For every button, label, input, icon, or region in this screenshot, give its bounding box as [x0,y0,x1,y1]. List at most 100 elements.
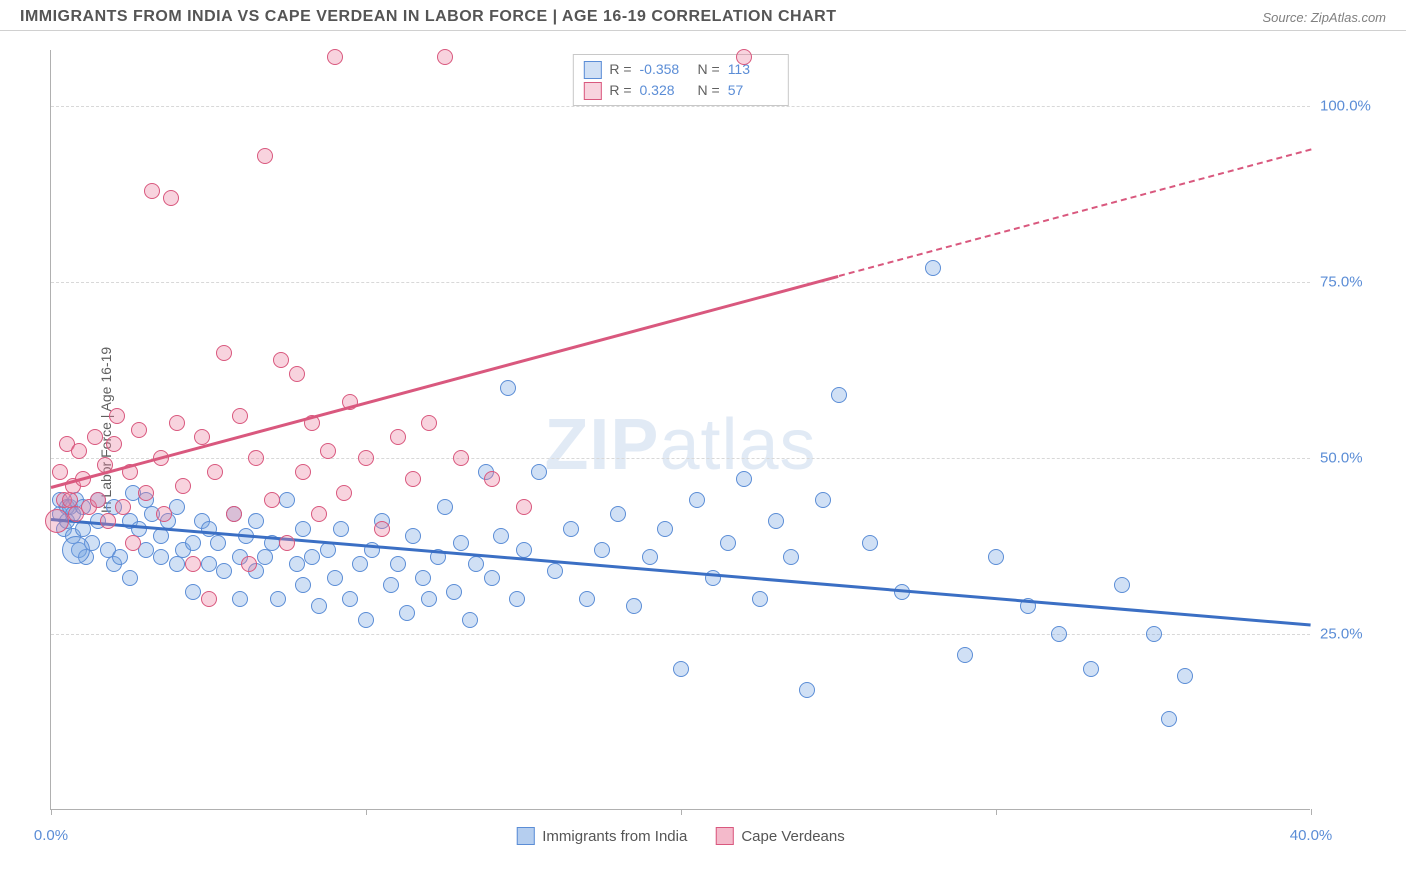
data-point [390,556,406,572]
data-point [484,471,500,487]
data-point [45,509,69,533]
data-point [336,485,352,501]
data-point [437,49,453,65]
data-point [311,598,327,614]
series-legend: Immigrants from India Cape Verdeans [516,827,844,845]
data-point [175,478,191,494]
data-point [531,464,547,480]
data-point [415,570,431,586]
y-tick-label: 50.0% [1320,450,1385,467]
data-point [320,443,336,459]
stat-r-value: -0.358 [640,59,690,80]
data-point [333,521,349,537]
trend-line [51,275,839,489]
x-tick-label: 40.0% [1290,827,1333,844]
source-label: Source: ZipAtlas.com [1262,10,1386,25]
data-point [226,506,242,522]
data-point [925,260,941,276]
data-point [52,464,68,480]
data-point [163,190,179,206]
data-point [453,450,469,466]
data-point [689,492,705,508]
data-point [257,148,273,164]
data-point [500,380,516,396]
data-point [421,415,437,431]
x-tick [1311,809,1312,815]
x-tick [366,809,367,815]
data-point [657,521,673,537]
data-point [988,549,1004,565]
scatter-chart: In Labor Force | Age 16-19 ZIPatlas R =-… [50,50,1310,810]
data-point [257,549,273,565]
data-point [815,492,831,508]
x-tick [996,809,997,815]
data-point [358,450,374,466]
data-point [62,536,90,564]
data-point [270,591,286,607]
data-point [241,556,257,572]
data-point [509,591,525,607]
data-point [122,570,138,586]
data-point [453,535,469,551]
data-point [248,513,264,529]
data-point [673,661,689,677]
data-point [210,535,226,551]
data-point [87,429,103,445]
data-point [194,429,210,445]
data-point [71,443,87,459]
data-point [421,591,437,607]
data-point [248,450,264,466]
data-point [547,563,563,579]
data-point [405,471,421,487]
data-point [405,528,421,544]
data-point [304,549,320,565]
watermark: ZIPatlas [544,404,816,486]
data-point [626,598,642,614]
data-point [462,612,478,628]
x-tick [681,809,682,815]
stat-r-label: R = [609,80,631,101]
data-point [352,556,368,572]
legend-label: Cape Verdeans [741,828,844,845]
data-point [1161,711,1177,727]
data-point [468,556,484,572]
stat-r-label: R = [609,59,631,80]
chart-title: IMMIGRANTS FROM INDIA VS CAPE VERDEAN IN… [20,8,836,26]
data-point [207,464,223,480]
data-point [399,605,415,621]
data-point [125,535,141,551]
data-point [736,49,752,65]
data-point [153,549,169,565]
data-point [327,49,343,65]
data-point [106,436,122,452]
chart-header: IMMIGRANTS FROM INDIA VS CAPE VERDEAN IN… [0,0,1406,31]
legend-swatch [583,82,601,100]
data-point [783,549,799,565]
gridline [51,282,1310,283]
data-point [358,612,374,628]
data-point [264,492,280,508]
data-point [295,577,311,593]
data-point [1114,577,1130,593]
data-point [112,549,128,565]
correlation-legend: R =-0.358N =113R =0.328N =57 [572,54,788,106]
data-point [493,528,509,544]
data-point [115,499,131,515]
x-tick [51,809,52,815]
data-point [232,591,248,607]
y-tick-label: 100.0% [1320,98,1385,115]
data-point [383,577,399,593]
y-axis-title: In Labor Force | Age 16-19 [98,346,114,512]
data-point [311,506,327,522]
data-point [720,535,736,551]
data-point [90,492,106,508]
data-point [169,415,185,431]
x-tick-label: 0.0% [34,827,68,844]
data-point [289,366,305,382]
data-point [594,542,610,558]
legend-label: Immigrants from India [542,828,687,845]
gridline [51,106,1310,107]
data-point [295,521,311,537]
data-point [563,521,579,537]
data-point [1146,626,1162,642]
